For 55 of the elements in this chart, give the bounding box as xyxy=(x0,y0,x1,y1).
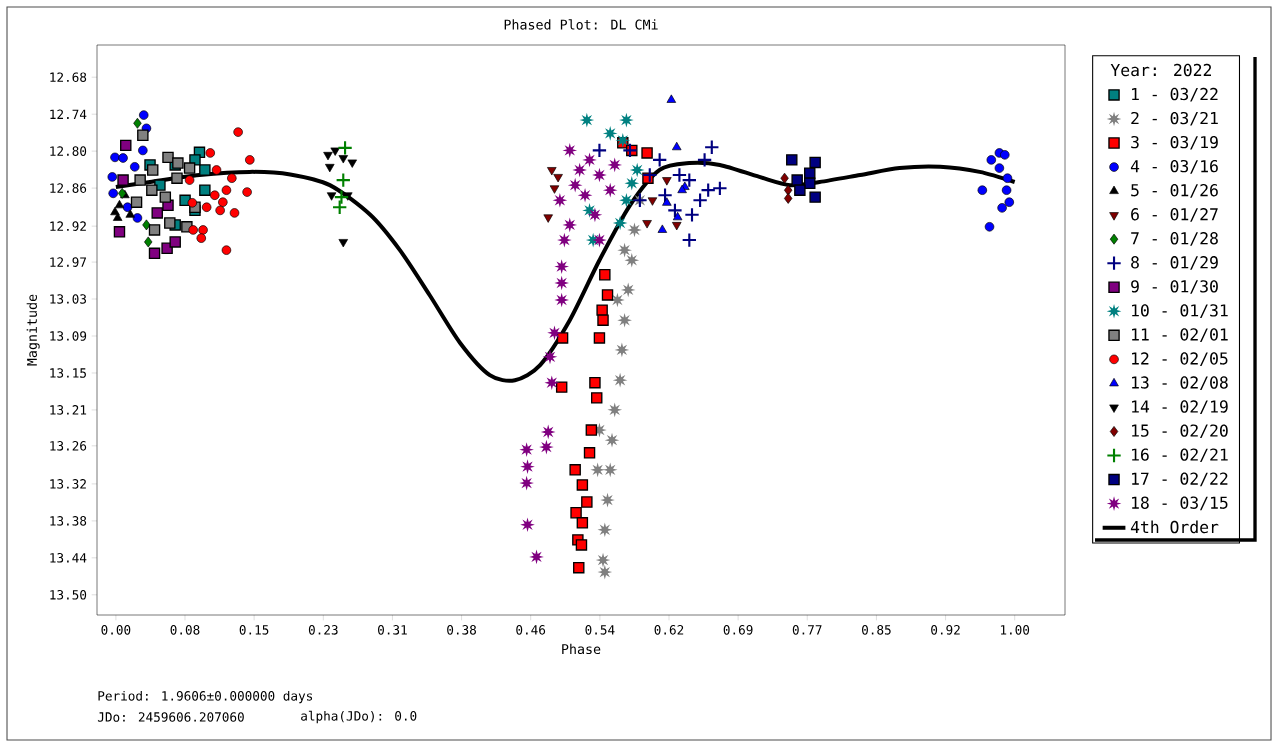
legend-label: 17 - 02/22 xyxy=(1132,472,1228,487)
y-tick-label: 12.68 xyxy=(50,72,87,82)
x-tick-label: 1.00 xyxy=(1000,625,1030,635)
x-tick-label: 0.85 xyxy=(862,625,891,635)
legend-label: 4 - 03/16 xyxy=(1130,159,1218,174)
y-tick-label: 13.26 xyxy=(50,441,87,451)
y-tick-label: 13.09 xyxy=(50,331,87,341)
y-tick-label: 13.15 xyxy=(50,368,86,378)
y-tick-label: 13.03 xyxy=(50,294,86,304)
legend-label: 14 - 02/19 xyxy=(1132,400,1228,415)
legend-label: 16 - 02/21 xyxy=(1132,448,1228,463)
x-tick-label: 0.54 xyxy=(585,625,615,635)
legend-label: 3 - 03/19 xyxy=(1131,135,1218,150)
legend-label: 15 - 02/20 xyxy=(1132,424,1228,439)
legend-label: 2 - 03/21 xyxy=(1131,111,1218,126)
y-tick-label: 13.50 xyxy=(50,590,87,600)
y-tick-label: 12.74 xyxy=(50,109,87,119)
y-tick-label: 12.86 xyxy=(50,183,87,193)
legend-label: 9 - 01/30 xyxy=(1131,280,1218,294)
y-tick-label: 12.80 xyxy=(50,146,87,156)
legend-label: 10 - 01/31 xyxy=(1132,304,1228,318)
y-tick-label: 13.44 xyxy=(50,553,87,563)
text: JDo: 2459606.207060 xyxy=(97,712,244,722)
legend-label: 13 - 02/08 xyxy=(1132,376,1228,391)
y-axis-title: Magnitude xyxy=(26,294,40,366)
x-tick-label: 0.77 xyxy=(792,625,822,635)
chart-title: Phased Plot: DL CMi xyxy=(504,19,658,30)
x-tick-label: 0.38 xyxy=(447,625,476,635)
x-tick-label: 0.23 xyxy=(308,625,338,635)
y-tick-label: 13.21 xyxy=(50,405,87,415)
legend-label: 5 - 01/26 xyxy=(1131,184,1218,198)
y-tick-label: 13.38 xyxy=(50,516,87,526)
x-axis-title: Phase xyxy=(562,643,601,655)
x-tick-label: 0.15 xyxy=(239,625,269,635)
legend-label: 8 - 01/29 xyxy=(1131,256,1218,270)
y-tick-label: 13.32 xyxy=(50,479,86,489)
y-tick-label: 12.92 xyxy=(50,221,86,231)
legend-label: 18 - 03/15 xyxy=(1132,496,1228,511)
legend-label: 12 - 02/05 xyxy=(1132,352,1228,366)
x-tick-label: 0.92 xyxy=(931,625,960,635)
legend-title: Year: 2022 xyxy=(1110,63,1211,77)
x-tick-label: 0.08 xyxy=(170,625,200,635)
legend-label: 11 - 02/01 xyxy=(1132,328,1228,342)
legend-label: 7 - 01/28 xyxy=(1131,232,1218,246)
y-tick-label: 12.97 xyxy=(50,257,86,267)
x-tick-label: 0.31 xyxy=(378,625,407,635)
text: alpha(JDo): 0.0 xyxy=(301,710,417,724)
x-tick-label: 0.00 xyxy=(101,625,131,635)
legend-label: 6 - 01/27 xyxy=(1131,208,1218,222)
x-tick-label: 0.69 xyxy=(723,625,753,635)
legend-label: 4th Order xyxy=(1130,520,1219,534)
x-tick-label: 0.62 xyxy=(654,625,684,635)
legend-label: 1 - 03/22 xyxy=(1132,87,1218,102)
text: Period: 1.9606±0.000000 days xyxy=(98,690,313,704)
x-tick-label: 0.46 xyxy=(516,625,546,635)
